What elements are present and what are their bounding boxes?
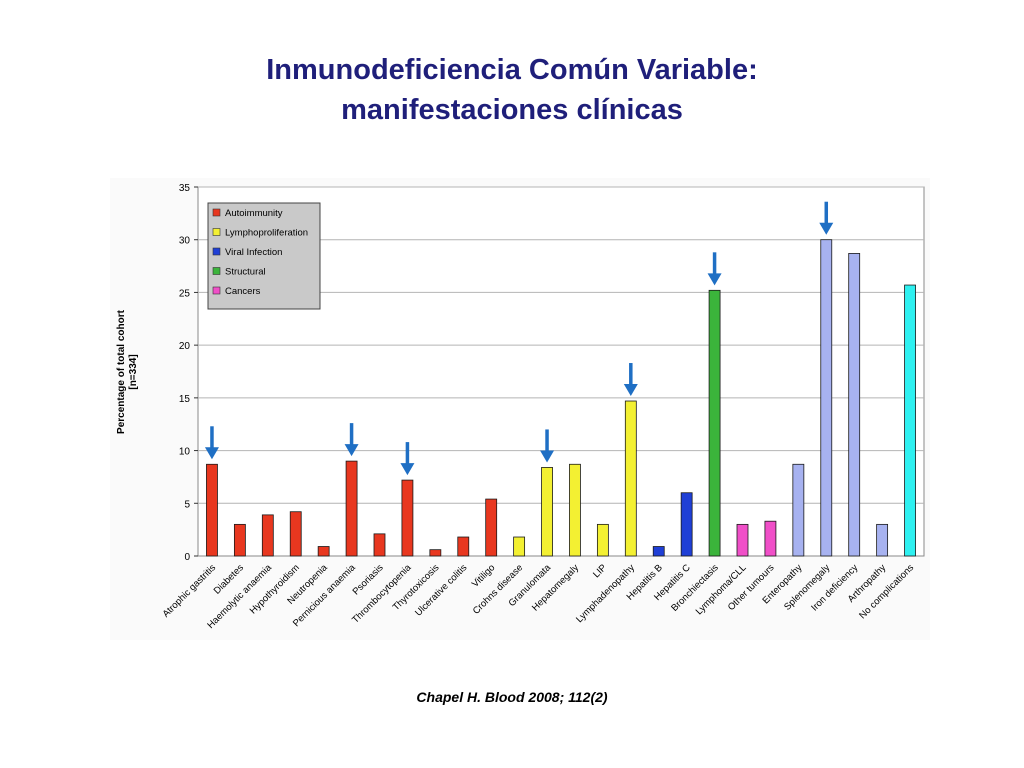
legend-box — [207, 202, 321, 310]
highlight-arrow-icon — [400, 442, 415, 476]
y-tick-label: 10 — [179, 447, 191, 458]
legend-label-cancers: Cancers — [225, 286, 261, 297]
bar-hepatomegaly — [569, 463, 581, 557]
highlight-arrow-icon — [540, 429, 555, 463]
bar-enteropathy — [792, 463, 805, 557]
highlight-arrow-icon — [819, 201, 834, 235]
bar-chart: 0 5 10 15 20 25 30 35 Percentage of total cohort… — [110, 178, 930, 640]
bar-vitiligo — [485, 498, 498, 557]
bar-hypothyroidism — [289, 511, 302, 557]
highlight-arrow-head — [819, 222, 834, 235]
y-tick-label: 15 — [179, 394, 191, 405]
bar-atrophic-gastritis — [206, 463, 218, 557]
bar-granulomata — [541, 467, 553, 557]
bar-iron-deficiency — [848, 253, 861, 557]
y-axis-label-sub: [n=334] — [128, 354, 139, 389]
bar-lymphoma-cll — [736, 523, 749, 557]
bar-bronchiectasis — [708, 289, 721, 557]
legend-label-autoimmunity: Autoimmunity — [225, 208, 283, 219]
bar-psoriasis — [373, 533, 386, 557]
highlight-arrow-icon — [344, 423, 359, 457]
slide-title-line-2: manifestaciones clínicas — [341, 94, 683, 126]
y-tick-label: 25 — [179, 288, 191, 299]
legend-label-lymphoproliferation: Lymphoproliferation — [225, 228, 308, 239]
highlight-arrow-head — [344, 444, 359, 457]
bar-no-complications — [904, 284, 916, 557]
highlight-arrow-head — [540, 450, 555, 463]
bar-hepatitis-b — [652, 546, 665, 557]
bar-other-tumours — [764, 520, 777, 557]
bar-arthropathy — [876, 523, 889, 557]
bar-ulcerative-colitis — [457, 536, 470, 557]
citation: Chapel H. Blood 2008; 112(2) — [416, 689, 608, 705]
bar-pernicious-anaemia — [345, 460, 358, 557]
highlight-arrow-head — [707, 273, 722, 286]
bar-diabetes — [233, 523, 246, 557]
highlight-arrow-icon — [204, 426, 219, 460]
bar-neutropenia — [317, 546, 330, 557]
bar-splenomegaly — [820, 239, 833, 557]
y-tick-label: 0 — [184, 552, 190, 563]
bar-chart-figure: 0 5 10 15 20 25 30 35 Percentage of total cohort… — [110, 178, 930, 640]
bar-lymphadenopathy — [624, 400, 637, 557]
bar-hepatitis-c — [680, 492, 693, 557]
highlight-arrow-head — [204, 447, 219, 460]
legend-swatch-cancers — [212, 286, 221, 295]
legend-swatch-autoimmunity — [212, 208, 221, 217]
legend-label-viral-infection: Viral Infection — [225, 247, 282, 258]
slide-title-line-1: Inmunodeficiencia Común Variable: — [266, 54, 758, 86]
slide-title: Inmunodeficiencia Común Variable: manife… — [0, 50, 1024, 130]
highlight-arrow-head — [400, 463, 415, 476]
bar-thrombocytopenia — [401, 479, 414, 557]
y-axis-label: Percentage of total cohort — [116, 309, 127, 434]
bar-lip — [596, 523, 609, 557]
legend-swatch-lymphoproliferation — [212, 228, 221, 236]
y-tick-label: 20 — [179, 341, 191, 352]
highlight-arrow-head — [623, 384, 638, 397]
legend-label-structural: Structural — [225, 267, 266, 278]
highlight-arrow-icon — [623, 363, 638, 397]
bar-crohns-disease — [513, 536, 526, 557]
y-tick-label: 30 — [179, 236, 191, 247]
highlight-arrow-icon — [707, 252, 722, 286]
y-tick-label: 35 — [179, 183, 191, 194]
bar-haemolytic-anaemia — [261, 514, 274, 557]
y-tick-label: 5 — [184, 499, 190, 510]
bar-thyrotoxicosis — [429, 549, 442, 557]
legend-swatch-viral-infection — [212, 247, 221, 256]
legend-swatch-structural — [212, 267, 221, 275]
